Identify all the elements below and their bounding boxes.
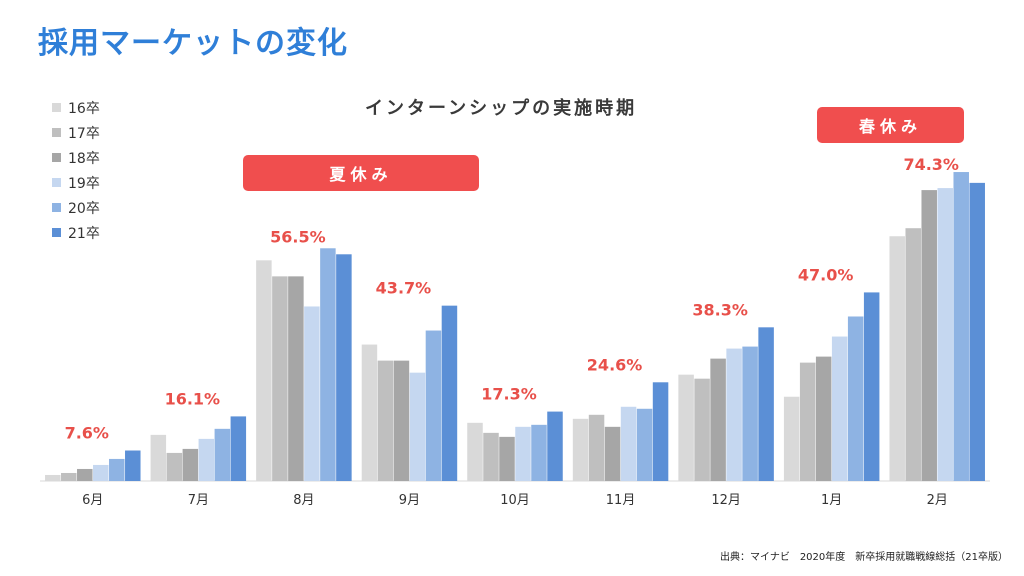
data-label: 56.5%	[270, 227, 326, 246]
legend-label: 17卒	[68, 125, 100, 142]
legend-item-21: 21卒	[52, 222, 100, 243]
bar	[953, 172, 969, 481]
bar	[710, 358, 726, 481]
bar	[694, 378, 710, 481]
bar	[831, 336, 848, 481]
bar	[652, 382, 669, 481]
summer-vacation-badge: 夏休み	[243, 155, 479, 191]
bar	[515, 426, 531, 481]
legend-label: 20卒	[68, 200, 100, 217]
legend-swatch	[52, 128, 61, 137]
bar	[499, 436, 515, 481]
bar	[742, 346, 758, 481]
bar	[425, 330, 442, 481]
legend-swatch	[52, 178, 61, 187]
x-tick-label: 2月	[927, 493, 948, 508]
data-label: 38.3%	[692, 300, 748, 319]
data-label: 47.0%	[798, 265, 854, 284]
x-tick-label: 7月	[188, 493, 209, 508]
bar	[304, 306, 320, 481]
bar	[361, 344, 378, 481]
x-tick-label: 8月	[293, 493, 314, 508]
bar	[166, 452, 183, 481]
bar	[77, 468, 93, 481]
data-label: 16.1%	[165, 389, 221, 408]
bar	[815, 356, 832, 481]
page-title: 採用マーケットの変化	[38, 26, 348, 61]
bar	[61, 472, 77, 481]
bar	[256, 260, 272, 481]
source-note: 出典：マイナビ 2020年度 新卒採用就職戦線総括（21卒版）	[720, 552, 1008, 563]
bar	[109, 458, 125, 481]
x-tick-label: 12月	[711, 493, 741, 508]
bar	[214, 428, 231, 481]
bar	[847, 316, 864, 481]
legend-swatch	[52, 103, 61, 112]
bar	[272, 276, 288, 481]
legend-label: 16卒	[68, 100, 100, 117]
data-label: 74.3%	[903, 155, 959, 174]
x-tick-label: 1月	[821, 493, 842, 508]
bar	[905, 228, 921, 481]
legend-item-19: 19卒	[52, 172, 100, 193]
legend-swatch	[52, 228, 61, 237]
spring-vacation-badge: 春休み	[817, 107, 964, 143]
bar	[921, 190, 937, 481]
legend-item-16: 16卒	[52, 97, 100, 118]
chart-legend: 16卒 17卒 18卒 19卒 20卒 21卒	[52, 97, 100, 243]
legend-label: 18卒	[68, 150, 100, 167]
bar	[377, 360, 394, 481]
legend-swatch	[52, 153, 61, 162]
legend-label: 21卒	[68, 225, 100, 242]
bar	[409, 372, 426, 481]
bar	[45, 474, 61, 481]
bar	[547, 411, 563, 481]
bar	[441, 305, 458, 481]
data-label: 24.6%	[587, 355, 643, 374]
legend-item-17: 17卒	[52, 122, 100, 143]
bar	[969, 182, 985, 481]
bar	[758, 327, 774, 481]
bar	[588, 414, 605, 481]
chart-title: インターンシップの実施時期	[365, 98, 638, 119]
bar	[393, 360, 410, 481]
bar	[336, 254, 352, 481]
x-tick-label: 9月	[399, 493, 420, 508]
data-label: 43.7%	[376, 279, 432, 298]
bar	[531, 424, 547, 481]
bar	[604, 426, 621, 481]
x-tick-label: 6月	[82, 493, 103, 508]
bar	[198, 438, 215, 481]
legend-label: 19卒	[68, 175, 100, 192]
bar	[93, 464, 109, 481]
x-tick-label: 10月	[500, 493, 530, 508]
data-label: 17.3%	[481, 385, 537, 404]
bar	[937, 188, 953, 481]
bar	[230, 416, 247, 481]
bar	[572, 418, 589, 481]
bar	[863, 292, 880, 481]
data-label: 7.6%	[65, 424, 109, 443]
bar	[288, 276, 304, 481]
bar	[799, 362, 816, 481]
bar	[620, 406, 637, 481]
bar	[320, 248, 336, 481]
legend-swatch	[52, 203, 61, 212]
bar	[125, 450, 141, 481]
bar	[182, 448, 199, 481]
bar	[889, 236, 905, 481]
bar	[678, 374, 694, 481]
x-tick-label: 11月	[606, 493, 636, 508]
bar	[726, 348, 742, 481]
legend-item-20: 20卒	[52, 197, 100, 218]
legend-item-18: 18卒	[52, 147, 100, 168]
bar	[783, 396, 800, 481]
bar	[467, 422, 483, 481]
bar	[150, 434, 167, 481]
bar	[636, 408, 653, 481]
bar	[483, 432, 499, 481]
